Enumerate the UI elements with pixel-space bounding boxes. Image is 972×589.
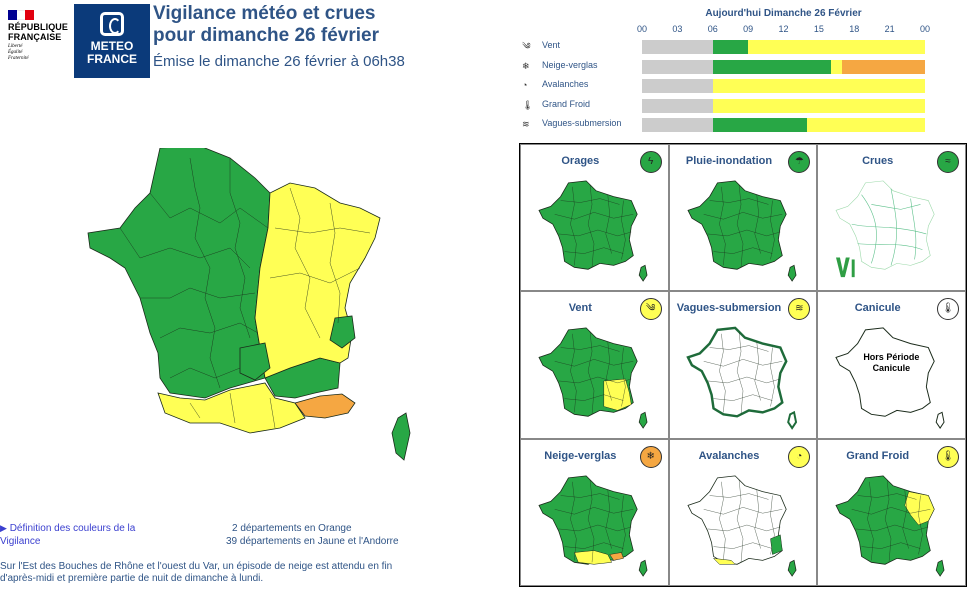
timeline-row-label: Vent — [542, 40, 561, 50]
meteo-france-mark-icon — [100, 12, 124, 36]
timeline-segment — [712, 40, 749, 54]
timeline-row[interactable]: 🌡 Grand Froid — [518, 98, 928, 114]
phenomenon-map[interactable] — [535, 175, 653, 285]
phenomenon-cell-avalanches[interactable]: Avalanches ◔ — [668, 438, 818, 586]
phenomenon-cell-crues[interactable]: Crues ≈ — [817, 144, 966, 292]
timeline-bar[interactable] — [642, 118, 925, 132]
emission-time: Émise le dimanche 26 février à 06h38 — [153, 53, 405, 70]
timeline-row-label: Avalanches — [542, 79, 589, 89]
forecast-comment: Sur l'Est des Bouches de Rhône et l'oues… — [0, 561, 393, 584]
waves-icon: ≋ — [522, 119, 530, 129]
phenomenon-title: Grand Froid — [846, 449, 910, 462]
phenomenon-cell-vagues-submersion[interactable]: Vagues-submersion ≋ — [668, 291, 818, 439]
phenomenon-cell-pluie-inondation[interactable]: Pluie-inondation ☂ — [668, 144, 818, 292]
phenomenon-map[interactable] — [832, 175, 950, 285]
phenomenon-map[interactable] — [684, 175, 802, 285]
timeline-bar[interactable] — [642, 59, 925, 74]
timeline-bar[interactable] — [642, 40, 925, 54]
rain-flood-icon: ☂ — [788, 151, 811, 173]
timeline-hour-label: 06 — [707, 24, 718, 34]
timeline-segment — [830, 59, 843, 74]
page-title-line2: pour dimanche 26 février — [153, 25, 379, 46]
meteo-france-logo[interactable]: METEO FRANCE — [74, 4, 150, 78]
wind-icon: ༄ — [639, 298, 662, 321]
timeline-hour-label: 15 — [813, 24, 824, 34]
page-title-line1: Vigilance météo et crues — [153, 3, 376, 24]
timeline-row[interactable]: ༄ Vent — [518, 39, 928, 55]
timeline-segment — [712, 118, 808, 132]
phenomenon-cell-orages[interactable]: Orages ϟ — [520, 144, 669, 292]
hors-periode-note: Hors Période Canicule — [863, 352, 920, 374]
timeline-hour-label: 09 — [743, 24, 754, 34]
timeline-segment — [712, 59, 831, 74]
phenomenon-map[interactable] — [684, 322, 802, 432]
timeline-bar[interactable] — [642, 79, 925, 93]
timeline-hour-label: 03 — [672, 24, 683, 34]
timeline-hour-label: 00 — [919, 24, 930, 34]
phenomenon-cell-vent[interactable]: Vent ༄ — [520, 291, 669, 439]
play-arrow-icon: ▶ — [0, 523, 7, 533]
republique-motto: Liberté Égalité Fraternité — [8, 44, 29, 61]
timeline-row[interactable]: ◔ Avalanches — [518, 78, 928, 94]
orange-count: 2 départements en Orange — [232, 523, 352, 534]
flood-icon: ≈ — [937, 151, 959, 173]
timeline-hour-label: 00 — [636, 24, 647, 34]
timeline-segment — [642, 40, 713, 54]
timeline-bar[interactable] — [642, 98, 925, 113]
phenomenon-title: Pluie-inondation — [685, 155, 773, 167]
phenomenon-map[interactable] — [832, 470, 950, 580]
republique-francaise-logo: RÉPUBLIQUE FRANÇAISE Liberté Égalité Fra… — [8, 10, 72, 62]
thermometer-icon: 🌡 — [937, 298, 959, 321]
snow-icon: ❄ — [639, 445, 662, 468]
republique-line1: RÉPUBLIQUE — [8, 22, 69, 32]
timeline-segment — [642, 98, 713, 113]
timeline-row[interactable]: ≋ Vagues-submersion — [518, 117, 928, 133]
phenomenon-title: Avalanches — [698, 449, 760, 462]
phenomenon-cell-neige-verglas[interactable]: Neige-verglas ❄ — [520, 438, 669, 586]
timeline-segment — [712, 98, 925, 113]
phenomenon-title: Vent — [568, 302, 592, 315]
timeline-segment — [748, 40, 925, 54]
phenomenon-title: Crues — [862, 155, 894, 167]
timeline-segment — [842, 59, 925, 74]
timeline-row-label: Neige-verglas — [542, 59, 598, 70]
yellow-count: 39 départements en Jaune et l'Andorre — [226, 536, 399, 547]
republique-line2: FRANÇAISE — [8, 32, 62, 42]
timeline-segment — [642, 59, 713, 74]
avalanche-icon: ◔ — [788, 445, 811, 468]
french-flag-icon — [8, 10, 35, 20]
phenomenon-title: Orages — [561, 155, 600, 167]
phenomenon-title: Neige-verglas — [544, 449, 617, 462]
thermometer-icon: 🌡 — [937, 445, 959, 468]
phenomena-grid: Orages ϟ Pluie-inondation ☂ Crues ≈ Vent ༄ Vague… — [519, 143, 967, 587]
phenomenon-map[interactable] — [684, 470, 802, 580]
timeline-segment — [712, 79, 925, 93]
phenomenon-title: Vagues-submersion — [676, 302, 782, 315]
timeline-hour-label: 18 — [849, 24, 860, 34]
timeline-hour-label: 12 — [778, 24, 789, 34]
timeline-title: Aujourd'hui Dimanche 26 Février — [705, 8, 862, 19]
phenomenon-map[interactable] — [832, 322, 950, 432]
snow-icon: ❄ — [522, 60, 530, 71]
wind-icon: ༄ — [522, 41, 531, 51]
phenomenon-cell-grand-froid[interactable]: Grand Froid 🌡 — [817, 438, 966, 586]
timeline-row-label: Vagues-submersion — [542, 118, 622, 128]
thermometer-icon: 🌡 — [522, 99, 534, 110]
avalanche-icon: ◔ — [522, 80, 528, 90]
phenomenon-cell-canicule[interactable]: Canicule 🌡 Hors Période Canicule — [817, 291, 966, 439]
storm-icon: ϟ — [639, 151, 662, 173]
vigilance-main-map[interactable] — [80, 148, 420, 488]
phenomenon-map[interactable] — [535, 470, 653, 580]
definition-link[interactable]: ▶ Définition des couleurs de la Vigilanc… — [0, 523, 136, 547]
phenomenon-map[interactable] — [535, 322, 653, 432]
timeline-segment — [642, 118, 713, 132]
timeline-segment — [642, 79, 713, 93]
phenomenon-title: Canicule — [854, 302, 901, 315]
waves-icon: ≋ — [788, 298, 811, 321]
timeline-row-label: Grand Froid — [542, 98, 591, 109]
timeline-segment — [807, 118, 925, 132]
timeline-row[interactable]: ❄ Neige-verglas — [518, 59, 928, 75]
timeline-hour-label: 21 — [884, 24, 895, 34]
